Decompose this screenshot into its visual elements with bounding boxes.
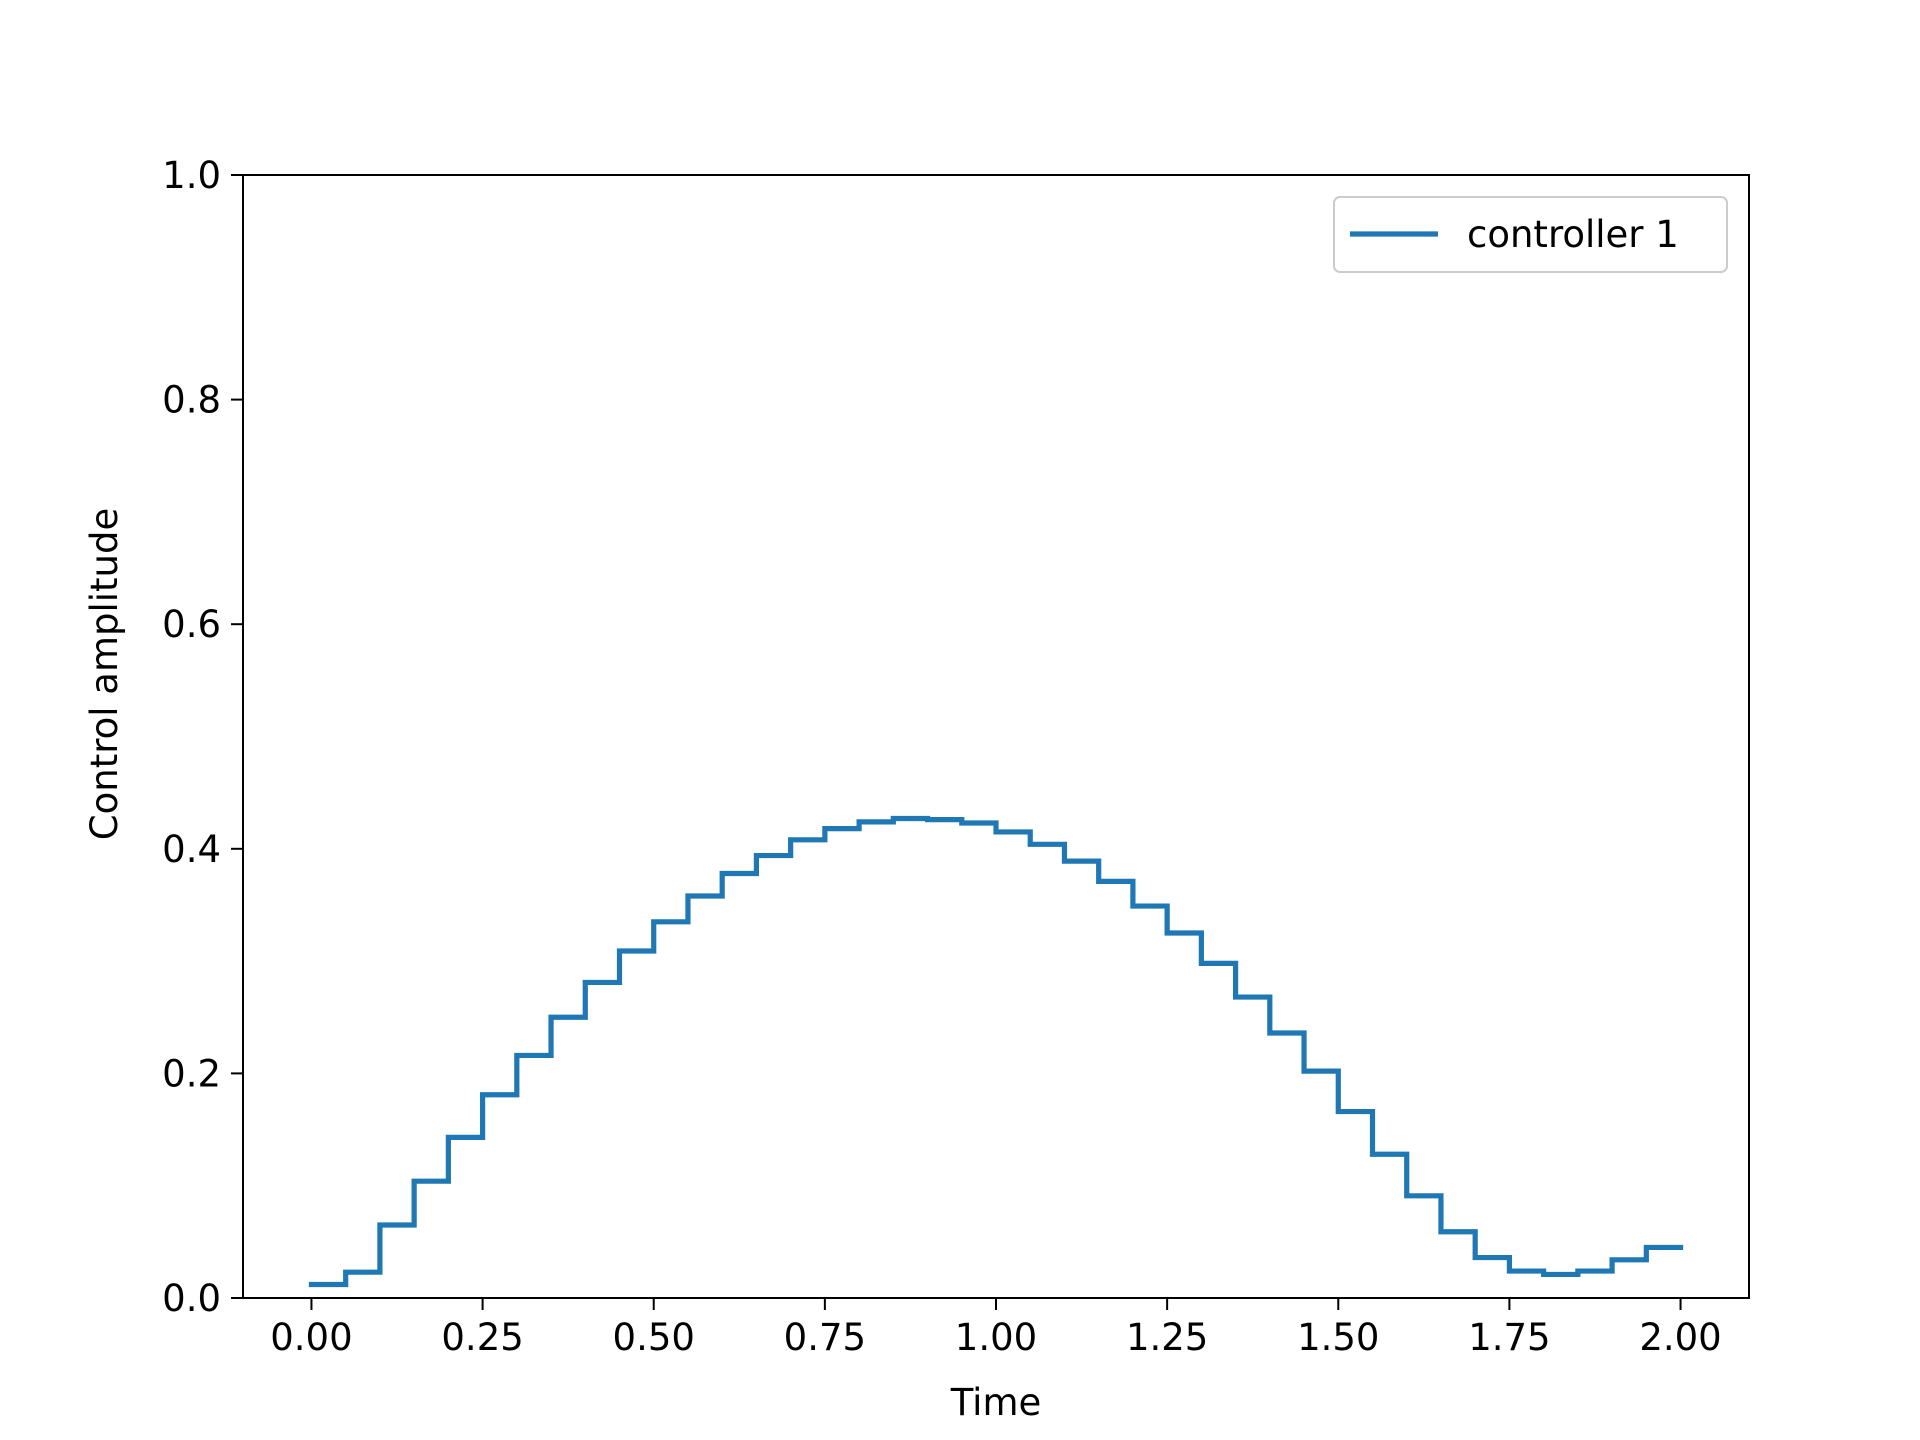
x-tick-label: 0.50 xyxy=(613,1316,695,1359)
legend-label: controller 1 xyxy=(1467,213,1679,256)
series-line-1 xyxy=(308,815,1684,1288)
y-tick-label: 0.0 xyxy=(162,1277,221,1320)
x-tick-label: 0.75 xyxy=(784,1316,866,1359)
y-axis-label: Control amplitude xyxy=(83,508,126,840)
y-tick-label: 1.0 xyxy=(162,154,221,197)
x-axis-label: Time xyxy=(950,1381,1042,1424)
x-tick-label: 0.00 xyxy=(270,1316,352,1359)
y-tick-label: 0.8 xyxy=(162,379,221,422)
x-tick-label: 0.25 xyxy=(441,1316,523,1359)
legend-box xyxy=(1333,196,1728,273)
plot-area: 0.00 0.25 0.50 0.75 1.00 1.25 1.50 1.75 2.00 0.0 0… xyxy=(162,154,1750,1359)
y-tick-label: 0.6 xyxy=(162,603,221,646)
x-tick-label: 1.50 xyxy=(1297,1316,1379,1359)
x-tick-label: 1.75 xyxy=(1468,1316,1550,1359)
y-tick-label: 0.4 xyxy=(162,828,221,871)
x-tick-label: 1.25 xyxy=(1126,1316,1208,1359)
y-tick-label: 0.2 xyxy=(162,1052,221,1095)
x-tick-label: 1.00 xyxy=(955,1316,1037,1359)
x-tick-label: 2.00 xyxy=(1639,1316,1721,1359)
